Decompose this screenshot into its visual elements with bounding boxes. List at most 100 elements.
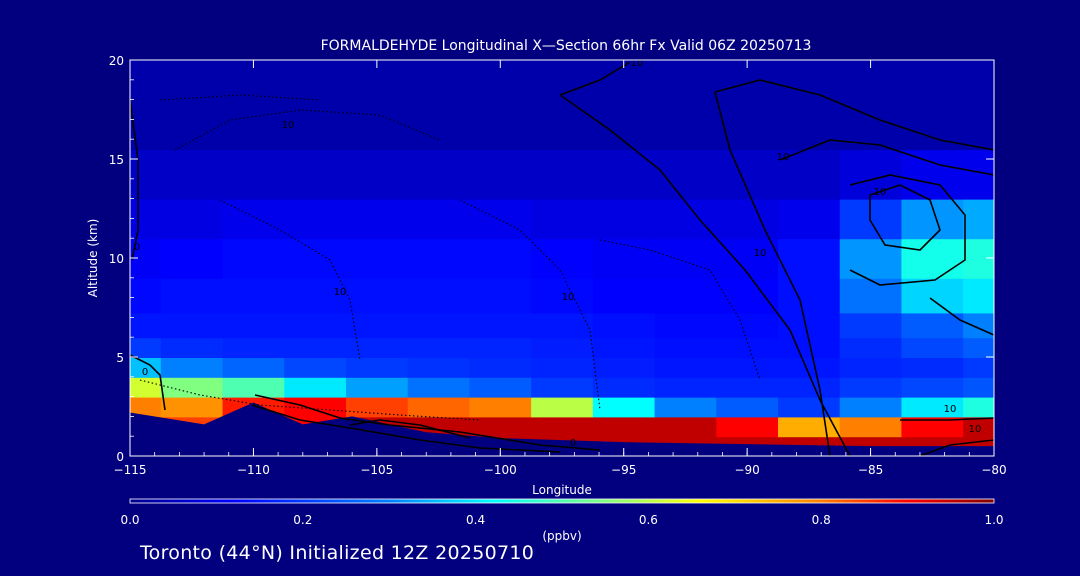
field-cell [963, 337, 994, 358]
terrain-mask [130, 402, 994, 456]
field-cell [346, 357, 409, 378]
field-cell [407, 396, 471, 418]
field-cell [346, 337, 409, 358]
field-cell [531, 238, 594, 279]
field-cell [469, 277, 533, 314]
x-tick-label: −85 [858, 463, 883, 477]
colorbar-ticks: 0.0 0.2 0.4 0.6 0.8 1.0 [120, 513, 1003, 527]
field-cell [592, 198, 656, 240]
field-cell [901, 416, 965, 438]
contour-line [559, 61, 851, 456]
field-cell [839, 396, 903, 418]
field-cell [284, 337, 347, 358]
x-tick-label: −80 [981, 463, 1006, 477]
field-cell [531, 60, 594, 151]
contour-label: 0 [134, 242, 140, 253]
field-cell [716, 238, 779, 279]
axes: −115 −110 −105 −100 −95 −90 −85 −80 0 5 10 15 20 [109, 54, 1007, 477]
contour-label: 10 [777, 152, 790, 163]
colorbar-label: (ppbv) [542, 529, 581, 543]
field-cell [778, 337, 841, 358]
x-axis-label: Longitude [532, 483, 592, 497]
field-cell [130, 198, 162, 240]
field-cell [160, 60, 224, 151]
contour-line [139, 379, 481, 421]
x-tick-label: −105 [360, 463, 393, 477]
x-tick-label: −100 [484, 463, 517, 477]
field-cell [901, 198, 965, 240]
field-cell [592, 396, 656, 418]
field-cell [407, 357, 471, 378]
field-cell [130, 277, 162, 314]
field-cell [839, 312, 903, 339]
field-cell [346, 277, 409, 314]
field-cell [778, 149, 841, 200]
field-cell [160, 277, 224, 314]
field-cell [963, 416, 994, 438]
field-cell [407, 312, 471, 339]
field-cell [778, 376, 841, 398]
field-cell [592, 357, 656, 378]
field-cell [654, 416, 718, 438]
field-cell [901, 312, 965, 339]
field-cell [654, 149, 718, 200]
field-cell [284, 238, 347, 279]
contour-label: 10 [969, 424, 982, 435]
field-cell [839, 416, 903, 438]
field-cell [160, 337, 224, 358]
field-cell [716, 312, 779, 339]
contour-label: 10 [874, 187, 887, 198]
field-cell [346, 149, 409, 200]
x-tick-label: −110 [237, 463, 270, 477]
field-cell [284, 357, 347, 378]
field-cell [531, 277, 594, 314]
field-cell [839, 60, 903, 151]
field-cell [160, 376, 224, 398]
field-cell [778, 60, 841, 151]
field-cell [716, 60, 779, 151]
field-cell [222, 277, 286, 314]
field-cell [531, 337, 594, 358]
field-cell [839, 337, 903, 358]
contour-line [900, 417, 994, 421]
contour-line [869, 184, 941, 251]
contour-label: 10 [754, 248, 767, 259]
contour-line [251, 404, 561, 453]
contour-line [929, 297, 994, 336]
field-cell [222, 60, 286, 151]
field-cell [716, 277, 779, 314]
x-tick-label: −90 [734, 463, 759, 477]
field-cell [469, 357, 533, 378]
field-cell [901, 238, 965, 279]
field-cell [839, 198, 903, 240]
field-cell [469, 238, 533, 279]
field-cell [654, 396, 718, 418]
field-cell [963, 312, 994, 339]
y-tick-label: 15 [109, 153, 124, 167]
field-cell [130, 376, 162, 398]
field-cell [963, 396, 994, 418]
field-cell [716, 337, 779, 358]
field-cell [592, 60, 656, 151]
contour-lines: 10 10 10 10 10 10 10 10 0 0 0 10 [130, 60, 994, 456]
field-cell [130, 357, 162, 378]
field-cell [963, 198, 994, 240]
field-cell [963, 357, 994, 378]
field-cell [346, 396, 409, 418]
contour-label: 10 [334, 287, 347, 298]
field-cell [778, 357, 841, 378]
field-cell [469, 337, 533, 358]
field-cell [592, 312, 656, 339]
field-cell [716, 396, 779, 418]
contour-label: 10 [282, 120, 295, 131]
y-tick-label: 10 [109, 252, 124, 266]
field-cell [592, 149, 656, 200]
field-cell [160, 149, 224, 200]
field-cell [222, 198, 286, 240]
field-cell [407, 198, 471, 240]
contour-label: 10 [562, 292, 575, 303]
field-cell [901, 277, 965, 314]
field-cell [346, 60, 409, 151]
field-cell [284, 149, 347, 200]
